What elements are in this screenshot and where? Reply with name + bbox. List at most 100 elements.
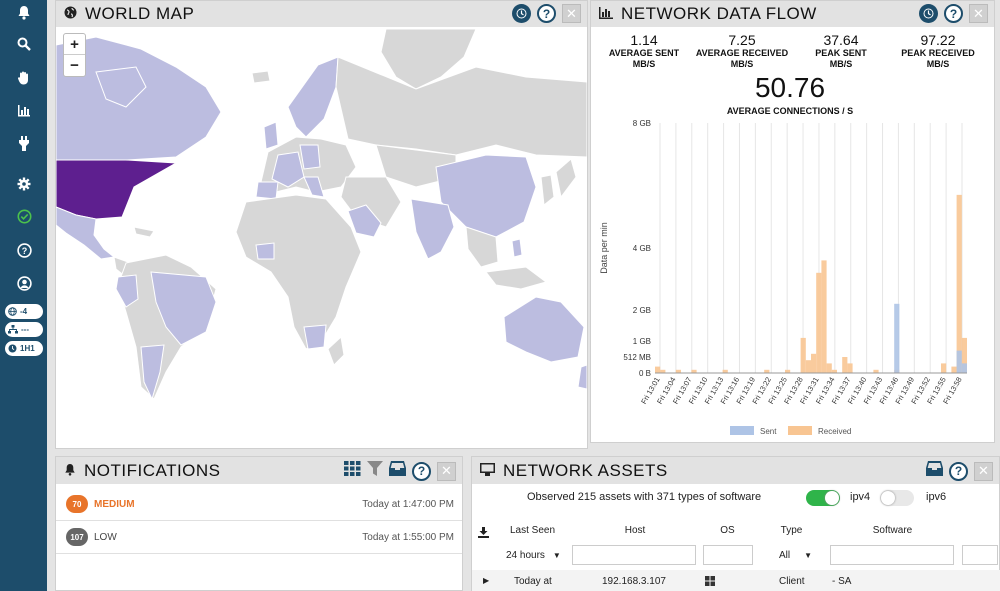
bar (961, 363, 967, 373)
chevron-down-icon: ▼ (552, 550, 561, 560)
bar (785, 369, 791, 373)
close-icon[interactable]: ✕ (974, 461, 993, 481)
column-header-type[interactable]: Type (780, 525, 803, 536)
notification-item[interactable]: 107 LOW Today at 1:55:00 PM (56, 521, 462, 554)
zoom-out-button[interactable]: − (70, 57, 79, 74)
bar (655, 366, 661, 373)
bar (842, 357, 848, 373)
user-icon[interactable] (13, 272, 35, 294)
download-icon[interactable] (478, 525, 489, 543)
bar (660, 369, 666, 373)
monitor-icon (480, 462, 495, 479)
notification-time: Today at 1:55:00 PM (362, 531, 454, 543)
table-row[interactable] (472, 570, 1000, 591)
os-filter-input[interactable] (703, 545, 753, 565)
column-header-os[interactable]: OS (720, 525, 735, 536)
gear-icon[interactable] (13, 173, 35, 195)
bar (847, 363, 853, 373)
bar (722, 369, 728, 373)
average-connections-label: AVERAGE CONNECTIONS / S (726, 106, 854, 116)
last-seen-filter[interactable]: 24 hours ▼ (500, 545, 568, 565)
close-icon[interactable]: ✕ (437, 461, 456, 481)
close-icon[interactable]: ✕ (562, 4, 581, 23)
bar-chart-icon (599, 6, 613, 22)
bar (941, 363, 947, 373)
inbox-icon[interactable] (389, 461, 406, 481)
column-header-software[interactable]: Software (872, 525, 913, 536)
time-range-value: 1H1 (20, 344, 35, 353)
network-assets-header: NETWORK ASSETS ? ✕ (472, 457, 999, 484)
network-assets-panel: NETWORK ASSETS ? ✕ (471, 456, 1000, 591)
y-tick-label: 4 GB (633, 244, 651, 253)
inbox-icon[interactable] (926, 461, 943, 481)
zoom-in-button[interactable]: + (64, 34, 85, 55)
world-map[interactable] (56, 27, 587, 447)
sitemap-icon (8, 325, 18, 334)
average-connections-value: 50.76 (754, 72, 826, 103)
close-icon[interactable]: ✕ (969, 4, 988, 23)
stat-value: 1.14 (630, 32, 658, 48)
grid-icon[interactable] (344, 461, 361, 481)
time-range-pill[interactable]: 1H1 (5, 341, 43, 356)
bar (675, 369, 681, 373)
y-tick-label: 512 MB (623, 353, 651, 362)
row-last-seen: Today at (514, 576, 552, 587)
stat-unit: MB/S (829, 59, 853, 69)
filter-icon[interactable] (367, 461, 383, 481)
y-tick-label: 0 B (639, 369, 651, 378)
ipv6-label: ipv6 (926, 491, 947, 503)
type-filter[interactable]: All ▼ (773, 545, 825, 565)
bar (956, 350, 962, 373)
stat-value: 97.22 (920, 32, 956, 48)
help-icon[interactable]: ? (537, 4, 556, 23)
y-tick-label: 8 GB (633, 119, 651, 128)
hand-icon[interactable] (13, 66, 35, 88)
sites-pill[interactable]: --- (5, 322, 43, 337)
stat-label: AVERAGE RECEIVED (695, 48, 789, 58)
bar-chart-icon[interactable] (13, 99, 35, 121)
stat-label: AVERAGE SENT (608, 48, 680, 58)
help-icon[interactable]: ? (944, 4, 963, 23)
host-filter-input[interactable] (572, 545, 696, 565)
bar (956, 194, 962, 373)
svg-text:?: ? (21, 246, 27, 256)
help-icon[interactable]: ? (949, 461, 968, 481)
sites-value: --- (21, 325, 29, 334)
ipv4-toggle[interactable] (806, 490, 840, 506)
bar (805, 360, 811, 373)
y-tick-label: 2 GB (633, 306, 651, 315)
check-circle-icon[interactable] (13, 205, 35, 227)
plugin-icon[interactable] (13, 132, 35, 154)
help-icon[interactable]: ? (412, 461, 431, 481)
assets-summary: Observed 215 assets with 371 types of so… (527, 491, 762, 503)
network-data-flow-title: NETWORK DATA FLOW (621, 4, 817, 23)
software-filter-input[interactable] (830, 545, 954, 565)
bell-icon[interactable] (13, 1, 35, 23)
column-header-last-seen[interactable]: Last Seen (509, 525, 556, 536)
notifications-header: NOTIFICATIONS ? ✕ (56, 457, 462, 484)
type-filter-value: All (779, 549, 791, 561)
legend-label: Sent (760, 427, 777, 436)
column-header-host[interactable]: Host (624, 525, 646, 536)
search-icon[interactable] (13, 33, 35, 55)
stat-unit: MB/S (730, 59, 754, 69)
ipv6-toggle[interactable] (880, 490, 914, 506)
clock-icon[interactable] (512, 4, 531, 23)
clock-icon (8, 344, 17, 353)
timezone-pill[interactable]: -4 (5, 304, 43, 319)
help-icon[interactable]: ? (13, 239, 35, 261)
notifications-panel: NOTIFICATIONS ? ✕ (55, 456, 463, 591)
notification-item[interactable]: 70 MEDIUM Today at 1:47:00 PM (56, 488, 462, 521)
severity-label: LOW (94, 531, 117, 543)
world-map-title: WORLD MAP (85, 4, 195, 23)
expand-row-icon[interactable]: ▶ (483, 576, 490, 585)
ipv4-label: ipv4 (850, 491, 871, 503)
row-type: Client (779, 576, 805, 587)
bell-icon (64, 463, 76, 479)
extra-filter-input[interactable] (962, 545, 998, 565)
count-badge: 107 (66, 528, 88, 546)
clock-icon[interactable] (919, 4, 938, 23)
bar (811, 353, 817, 373)
notification-time: Today at 1:47:00 PM (362, 498, 454, 510)
